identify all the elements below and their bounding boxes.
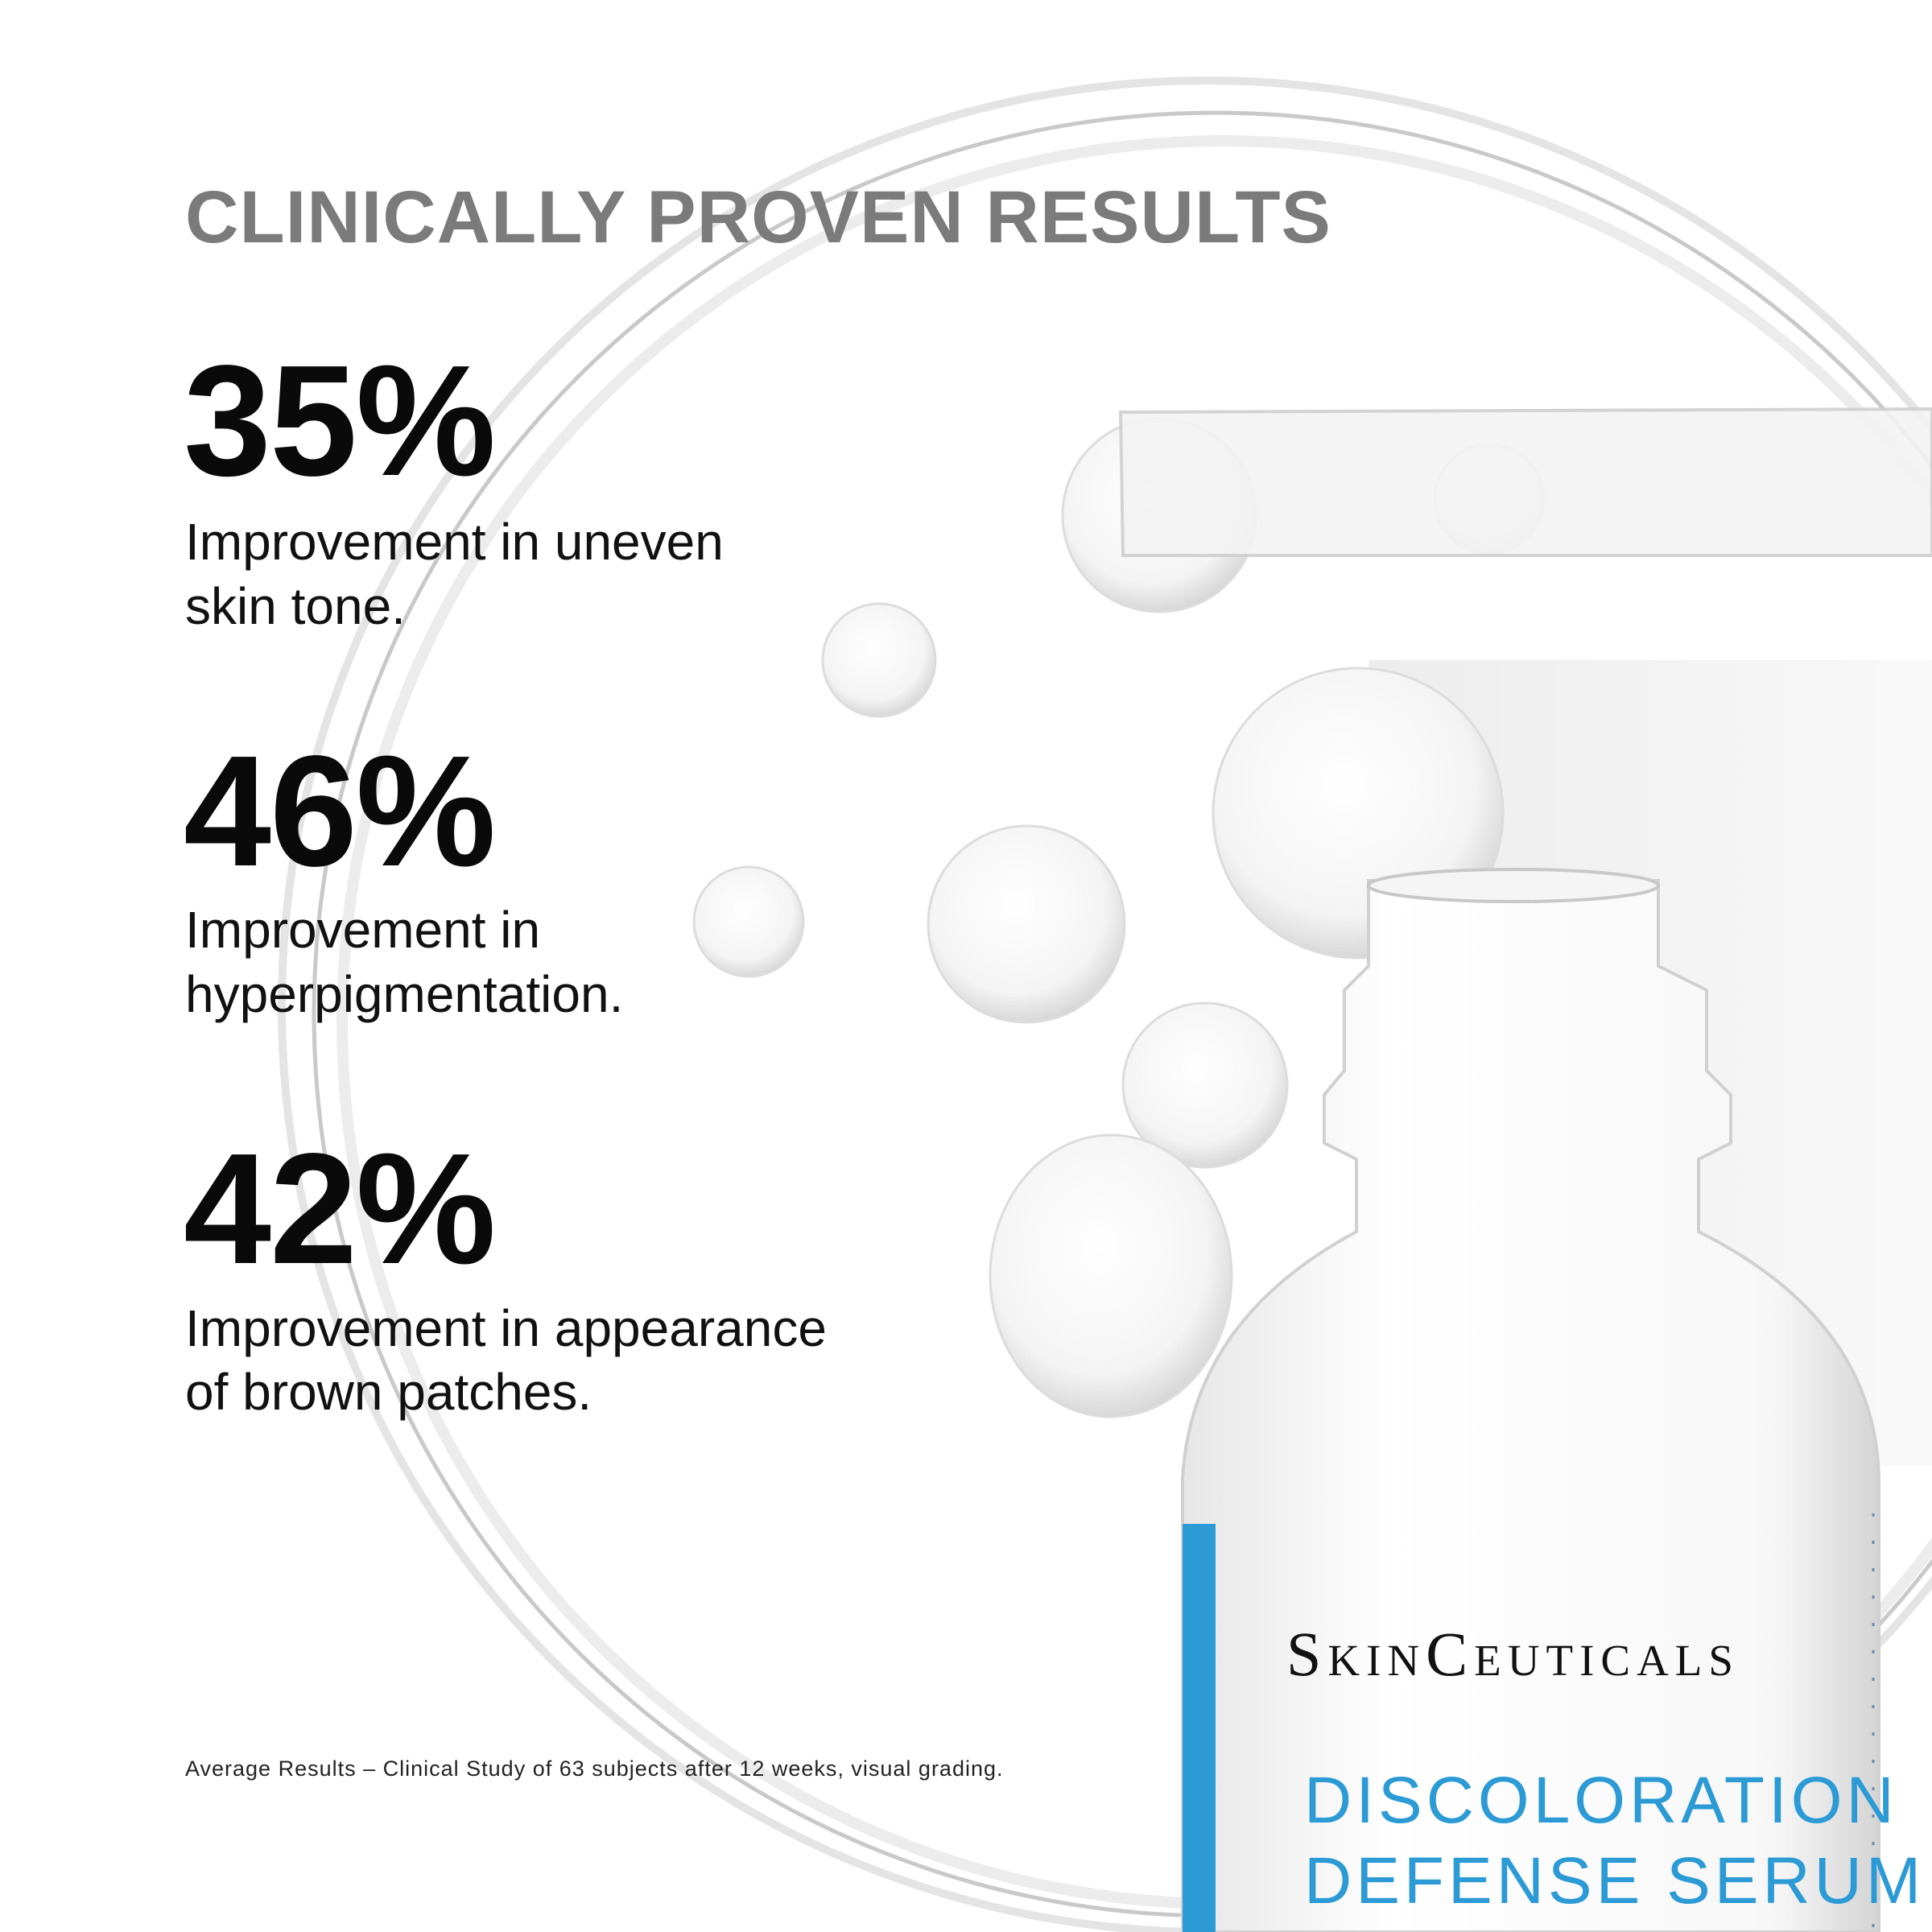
product-name: DISCOLORATION xyxy=(1304,1764,1898,1837)
stat-value: 46% xyxy=(184,723,496,899)
stat-description: Improvement in xyxy=(185,901,541,959)
bottle xyxy=(1181,879,1880,1932)
label-stripe xyxy=(1183,1524,1216,1932)
title: CLINICALLY PROVEN RESULTS xyxy=(185,176,1331,258)
dish-ring xyxy=(278,76,1932,1932)
stat-description: hyperpigmentation. xyxy=(185,965,624,1023)
stat-description: Improvement in appearance xyxy=(185,1299,827,1357)
product-name: DEFENSE SERUM xyxy=(1304,1844,1926,1918)
stat-value: 35% xyxy=(184,332,496,509)
bottle-rim xyxy=(1367,868,1660,903)
stat-value: 42% xyxy=(184,1121,496,1297)
brand-logo: SkinCeuticals xyxy=(1286,1619,1740,1689)
stat-description: of brown patches. xyxy=(185,1363,592,1421)
footnote: Average Results – Clinical Study of 63 s… xyxy=(185,1757,1004,1781)
stat-description: skin tone. xyxy=(185,577,406,635)
pipette xyxy=(1118,407,1932,557)
stat-description: Improvement in uneven xyxy=(185,513,724,571)
